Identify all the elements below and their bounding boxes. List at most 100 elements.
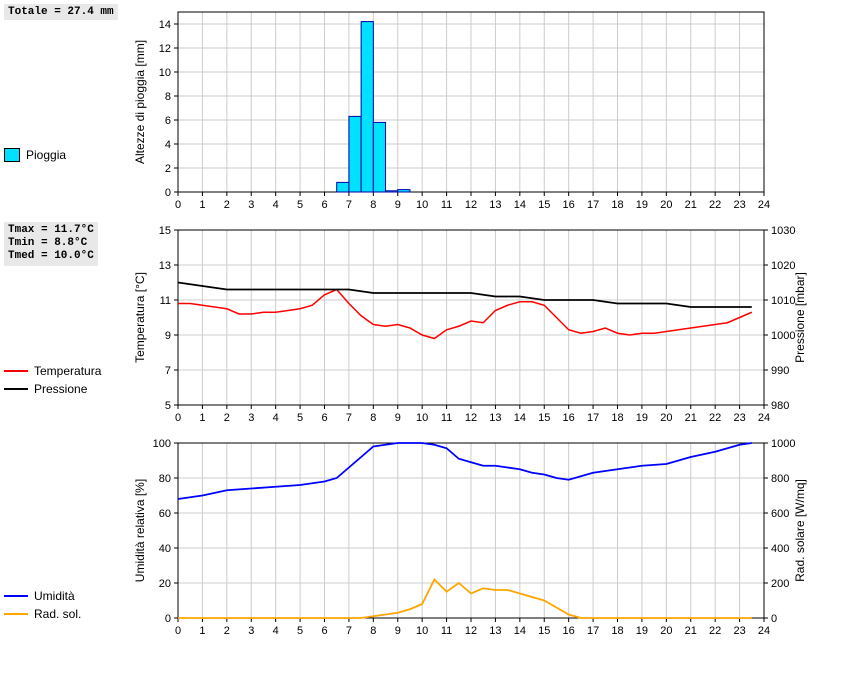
- temperatura-swatch: [4, 370, 28, 372]
- svg-text:12: 12: [159, 43, 171, 55]
- svg-text:2: 2: [224, 199, 230, 211]
- svg-text:23: 23: [733, 199, 745, 211]
- svg-text:20: 20: [660, 199, 672, 211]
- svg-text:0: 0: [771, 613, 777, 625]
- svg-text:16: 16: [563, 625, 575, 637]
- legend-pressione: Pressione: [4, 382, 130, 396]
- svg-text:6: 6: [321, 412, 327, 424]
- svg-text:18: 18: [611, 625, 623, 637]
- svg-text:0: 0: [165, 187, 171, 199]
- svg-text:19: 19: [636, 412, 648, 424]
- svg-text:0: 0: [175, 625, 181, 637]
- svg-text:2: 2: [165, 163, 171, 175]
- svg-text:200: 200: [771, 578, 789, 590]
- svg-text:4: 4: [273, 412, 279, 424]
- temp-stats-box: Tmax = 11.7°C Tmin = 8.8°C Tmed = 10.0°C: [4, 222, 98, 266]
- svg-text:5: 5: [297, 199, 303, 211]
- svg-text:13: 13: [489, 199, 501, 211]
- svg-text:13: 13: [159, 260, 171, 272]
- svg-text:19: 19: [636, 625, 648, 637]
- tmin-label: Tmin = 8.8°C: [8, 237, 94, 250]
- svg-text:5: 5: [165, 400, 171, 412]
- svg-text:12: 12: [465, 199, 477, 211]
- svg-text:14: 14: [159, 19, 171, 31]
- svg-text:11: 11: [160, 295, 171, 307]
- svg-text:15: 15: [538, 625, 550, 637]
- svg-text:21: 21: [685, 412, 697, 424]
- svg-text:990: 990: [771, 365, 789, 377]
- svg-text:11: 11: [441, 199, 452, 211]
- humid-side-col: Umidità Rad. sol.: [4, 435, 130, 621]
- svg-text:1000: 1000: [771, 330, 795, 342]
- svg-text:40: 40: [159, 543, 171, 555]
- svg-text:17: 17: [587, 412, 599, 424]
- svg-text:23: 23: [733, 412, 745, 424]
- svg-text:1: 1: [199, 625, 205, 637]
- svg-text:Altezze di pioggia [mm]: Altezze di pioggia [mm]: [133, 40, 147, 164]
- svg-text:4: 4: [273, 625, 279, 637]
- svg-text:17: 17: [587, 625, 599, 637]
- humid-chart: 0123456789101112131415161718192021222324…: [130, 435, 812, 640]
- svg-text:Pressione [mbar]: Pressione [mbar]: [793, 272, 807, 363]
- svg-text:18: 18: [611, 199, 623, 211]
- svg-text:0: 0: [175, 199, 181, 211]
- svg-text:13: 13: [489, 625, 501, 637]
- svg-text:6: 6: [321, 199, 327, 211]
- svg-text:14: 14: [514, 412, 526, 424]
- svg-text:8: 8: [370, 199, 376, 211]
- svg-text:15: 15: [159, 225, 171, 237]
- svg-text:0: 0: [165, 613, 171, 625]
- svg-text:20: 20: [660, 412, 672, 424]
- svg-text:100: 100: [153, 438, 171, 450]
- svg-text:9: 9: [395, 625, 401, 637]
- svg-text:0: 0: [175, 412, 181, 424]
- svg-text:11: 11: [441, 625, 452, 637]
- svg-text:80: 80: [159, 473, 171, 485]
- svg-text:3: 3: [248, 625, 254, 637]
- svg-text:23: 23: [733, 625, 745, 637]
- svg-text:12: 12: [465, 625, 477, 637]
- svg-text:1: 1: [199, 199, 205, 211]
- svg-text:22: 22: [709, 412, 721, 424]
- radsol-swatch: [4, 613, 28, 615]
- legend-umidita-label: Umidità: [34, 589, 75, 603]
- svg-text:1030: 1030: [771, 225, 795, 237]
- svg-text:5: 5: [297, 625, 303, 637]
- svg-text:Rad. solare [W/mq]: Rad. solare [W/mq]: [793, 479, 807, 582]
- svg-text:20: 20: [159, 578, 171, 590]
- svg-text:10: 10: [416, 199, 428, 211]
- umidita-swatch: [4, 595, 28, 597]
- svg-text:Umidità relativa [%]: Umidità relativa [%]: [133, 479, 147, 582]
- svg-text:7: 7: [165, 365, 171, 377]
- rain-panel-row: Totale = 27.4 mm Pioggia 012345678910111…: [4, 4, 856, 214]
- tmax-label: Tmax = 11.7°C: [8, 224, 94, 237]
- svg-text:9: 9: [395, 412, 401, 424]
- svg-text:5: 5: [297, 412, 303, 424]
- svg-text:14: 14: [514, 199, 526, 211]
- svg-text:10: 10: [416, 625, 428, 637]
- svg-text:7: 7: [346, 625, 352, 637]
- svg-text:15: 15: [538, 199, 550, 211]
- svg-text:6: 6: [165, 115, 171, 127]
- humid-panel-row: Umidità Rad. sol. 0123456789101112131415…: [4, 435, 856, 640]
- svg-text:1000: 1000: [771, 438, 795, 450]
- svg-text:21: 21: [685, 199, 697, 211]
- svg-text:4: 4: [165, 139, 171, 151]
- svg-text:2: 2: [224, 625, 230, 637]
- svg-text:9: 9: [165, 330, 171, 342]
- svg-text:Temperatura [°C]: Temperatura [°C]: [133, 272, 147, 363]
- legend-radsol: Rad. sol.: [4, 607, 130, 621]
- svg-text:17: 17: [587, 199, 599, 211]
- pioggia-swatch: [4, 148, 20, 162]
- svg-text:22: 22: [709, 199, 721, 211]
- svg-text:1020: 1020: [771, 260, 795, 272]
- temp-side-col: Tmax = 11.7°C Tmin = 8.8°C Tmed = 10.0°C…: [4, 222, 130, 396]
- svg-text:10: 10: [159, 67, 171, 79]
- pressione-swatch: [4, 388, 28, 390]
- rain-side-col: Totale = 27.4 mm Pioggia: [4, 4, 130, 162]
- svg-text:21: 21: [685, 625, 697, 637]
- svg-text:20: 20: [660, 625, 672, 637]
- tmed-label: Tmed = 10.0°C: [8, 250, 94, 263]
- svg-text:16: 16: [563, 199, 575, 211]
- legend-temperatura-label: Temperatura: [34, 364, 101, 378]
